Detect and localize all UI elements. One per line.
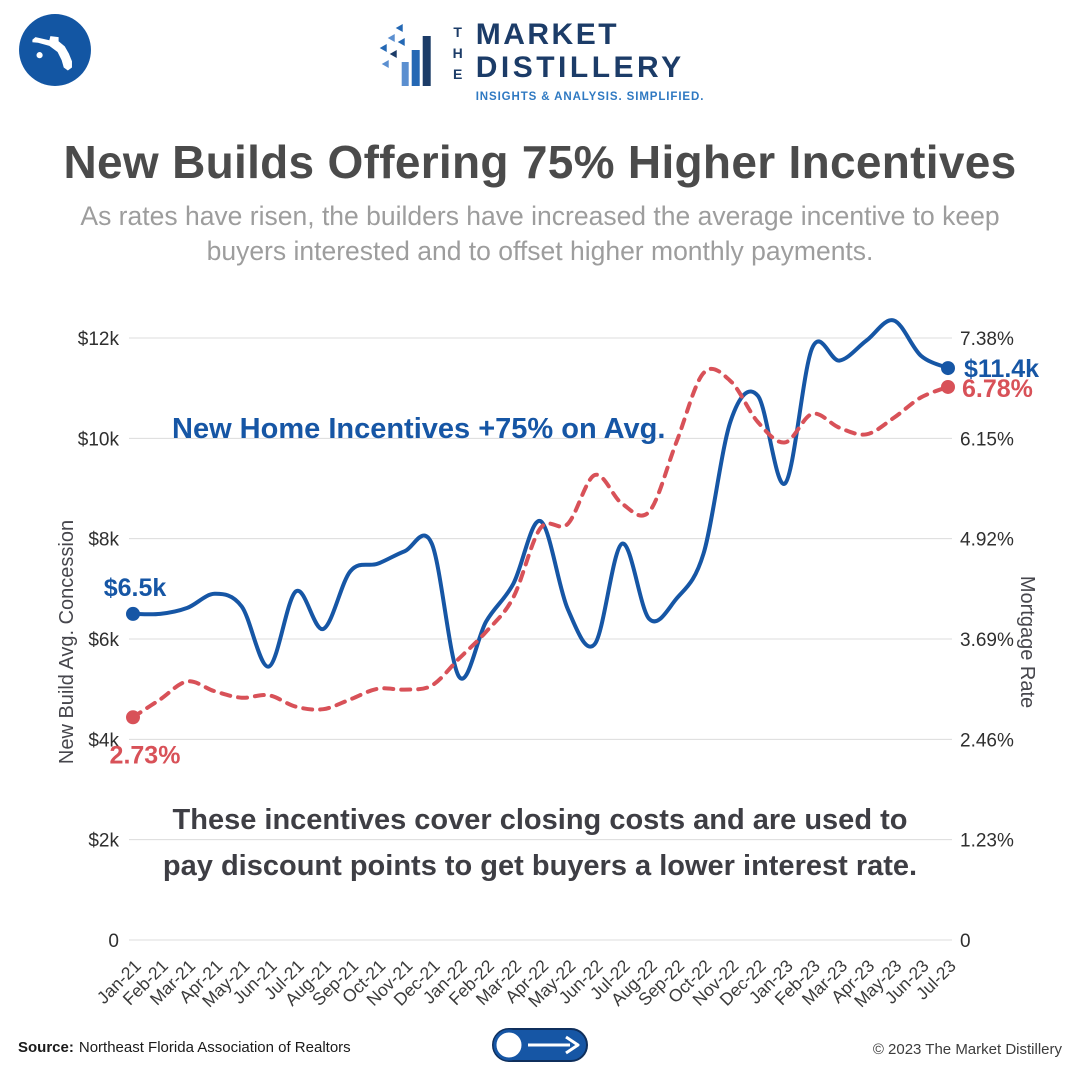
copyright: © 2023 The Market Distillery [872,1041,1062,1058]
left-axis-tick: 0 [108,931,119,952]
incentives-annotation: New Home Incentives +75% on Avg. [172,413,666,445]
chart-canvas: $12k 7.38% $10k 6.15% $8k 4.92% $6k 3.69% $4k 2.4… [78,318,1039,1011]
left-axis-tick: $2k [88,831,119,852]
incentives-end-dot [941,361,955,376]
logo-text: MARKET DISTILLERY INSIGHTS & ANALYSIS. S… [475,12,705,104]
right-axis-tick: 1.23% [960,831,1014,852]
logo-name-line2: DISTILLERY [475,51,685,84]
left-axis-tick: $6k [88,630,119,651]
right-axis-tick: 0 [960,931,971,952]
mortgage-rate-start-dot [126,710,140,725]
mortgage-rate-end-dot [941,379,955,394]
right-axis-title: Mortgage Rate [1016,575,1038,709]
source-label: Source: [18,1039,74,1056]
closing-costs-annotation: These incentives cover closing costs and… [162,804,918,883]
left-axis-title: New Build Avg. Concession [56,519,78,765]
incentives-start-label: $6.5k [104,574,167,602]
page-subtitle: As rates have risen, the builders have i… [80,201,1000,267]
logo-tagline: INSIGHTS & ANALYSIS. SIMPLIFIED. [475,91,705,103]
source-text: Northeast Florida Association of Realtor… [78,1039,351,1056]
left-axis-tick: $12k [78,329,120,350]
logo-graphic-icon [379,24,431,86]
right-axis-tick: 7.38% [960,329,1014,350]
logo: THE MARKET DISTILLERY INSIGHTS & ANALYSI… [376,12,705,103]
source-credit: Source: Northeast Florida Association of … [18,1039,351,1056]
chart-area: $12k 7.38% $10k 6.15% $8k 4.92% $6k 3.69% $4k 2.4… [0,305,1080,1035]
mortgage-rate-line [131,366,950,720]
logo-the: THE [449,24,466,87]
left-axis-tick: $10k [78,429,120,450]
right-axis-tick: 6.15% [960,429,1014,450]
mortgage-rate-end-label: 6.78% [962,375,1033,403]
right-axis-tick: 4.92% [960,530,1014,551]
page-title: New Builds Offering 75% Higher Incentive… [63,136,1017,188]
left-axis-tick: $8k [88,530,119,551]
mortgage-rate-start-label: 2.73% [110,741,181,769]
right-axis-tick: 3.69% [960,630,1014,651]
incentives-line [131,318,950,681]
incentives-end-label: $11.4k [964,355,1039,383]
right-axis-tick: 2.46% [960,730,1014,751]
florida-icon [19,14,91,86]
logo-name-line1: MARKET [475,18,620,51]
swipe-arrow-icon [492,1028,588,1062]
incentives-start-dot [126,606,140,621]
left-axis-tick: $4k [88,730,119,751]
